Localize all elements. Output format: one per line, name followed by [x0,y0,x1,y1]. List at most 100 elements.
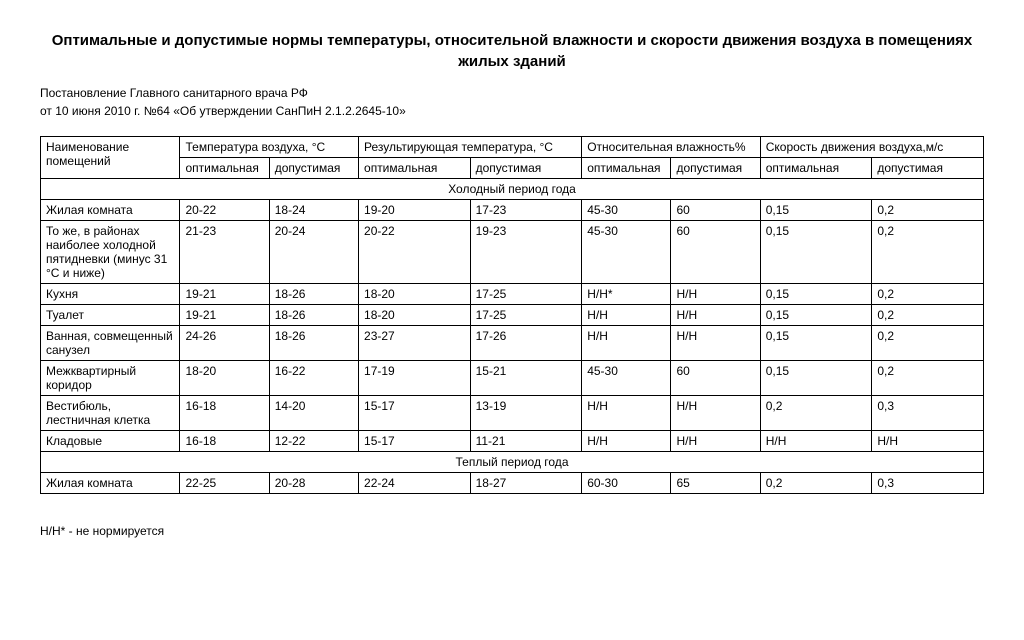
cell-r_dop: 17-25 [470,284,582,305]
table-row: Межквартирный коридор18-2016-2217-1915-2… [41,361,984,396]
cell-t_opt: 16-18 [180,431,269,452]
table-row: Вестибюль, лестничная клетка16-1814-2015… [41,396,984,431]
cell-h_opt: 60-30 [582,473,671,494]
cell-name: Вестибюль, лестничная клетка [41,396,180,431]
subhead-temp-opt: оптимальная [180,158,269,179]
cell-s_opt: 0,15 [760,200,872,221]
table-body: Холодный период годаЖилая комната20-2218… [41,179,984,494]
cell-h_dop: Н/Н [671,305,760,326]
cell-r_opt: 17-19 [359,361,471,396]
section-label: Холодный период года [41,179,984,200]
cell-h_dop: 60 [671,221,760,284]
table-row: Жилая комната20-2218-2419-2017-2345-3060… [41,200,984,221]
norms-table: Наименование помещений Температура возду… [40,136,984,494]
cell-name: Ванная, совмещенный санузел [41,326,180,361]
section-label: Теплый период года [41,452,984,473]
cell-r_dop: 18-27 [470,473,582,494]
cell-r_opt: 15-17 [359,396,471,431]
cell-name: Межквартирный коридор [41,361,180,396]
cell-s_dop: 0,2 [872,326,984,361]
cell-t_dop: 18-26 [269,305,358,326]
subhead-speed-dop: допустимая [872,158,984,179]
cell-s_dop: Н/Н [872,431,984,452]
cell-h_opt: 45-30 [582,361,671,396]
cell-t_dop: 20-28 [269,473,358,494]
cell-h_opt: Н/Н [582,305,671,326]
cell-h_dop: 60 [671,200,760,221]
cell-r_opt: 20-22 [359,221,471,284]
cell-t_opt: 21-23 [180,221,269,284]
cell-name: Кухня [41,284,180,305]
section-row: Теплый период года [41,452,984,473]
cell-s_dop: 0,2 [872,200,984,221]
footnote: Н/Н* - не нормируется [40,524,984,538]
cell-h_opt: Н/Н [582,396,671,431]
col-header-speed: Скорость движения воздуха,м/с [760,137,983,158]
subhead-humidity-dop: допустимая [671,158,760,179]
cell-r_opt: 19-20 [359,200,471,221]
section-row: Холодный период года [41,179,984,200]
col-header-result: Результирующая температура, °C [359,137,582,158]
cell-r_opt: 15-17 [359,431,471,452]
table-row: Туалет19-2118-2618-2017-25Н/НН/Н0,150,2 [41,305,984,326]
cell-t_opt: 20-22 [180,200,269,221]
cell-name: Жилая комната [41,200,180,221]
subhead-temp-dop: допустимая [269,158,358,179]
cell-r_opt: 22-24 [359,473,471,494]
cell-name: Кладовые [41,431,180,452]
cell-s_opt: Н/Н [760,431,872,452]
cell-r_dop: 17-23 [470,200,582,221]
cell-h_opt: Н/Н [582,431,671,452]
cell-t_opt: 18-20 [180,361,269,396]
subhead-result-opt: оптимальная [359,158,471,179]
cell-h_dop: 65 [671,473,760,494]
cell-r_dop: 11-21 [470,431,582,452]
cell-s_dop: 0,2 [872,221,984,284]
cell-r_dop: 17-25 [470,305,582,326]
cell-t_dop: 20-24 [269,221,358,284]
subhead-humidity-opt: оптимальная [582,158,671,179]
cell-h_dop: Н/Н [671,326,760,361]
cell-h_opt: Н/Н* [582,284,671,305]
cell-r_opt: 23-27 [359,326,471,361]
col-header-room: Наименование помещений [41,137,180,179]
cell-s_opt: 0,15 [760,284,872,305]
header-row-2: оптимальная допустимая оптимальная допус… [41,158,984,179]
col-header-humidity: Относительная влажность% [582,137,761,158]
cell-r_opt: 18-20 [359,305,471,326]
cell-h_dop: Н/Н [671,431,760,452]
cell-s_dop: 0,3 [872,473,984,494]
header-row-1: Наименование помещений Температура возду… [41,137,984,158]
cell-h_dop: 60 [671,361,760,396]
subhead-result-dop: допустимая [470,158,582,179]
cell-s_opt: 0,2 [760,473,872,494]
table-row: Кухня19-2118-2618-2017-25Н/Н*Н/Н0,150,2 [41,284,984,305]
cell-t_dop: 18-24 [269,200,358,221]
decree-line-1: Постановление Главного санитарного врача… [40,86,984,100]
cell-s_dop: 0,3 [872,396,984,431]
cell-t_opt: 19-21 [180,305,269,326]
cell-t_opt: 24-26 [180,326,269,361]
cell-t_opt: 22-25 [180,473,269,494]
cell-s_dop: 0,2 [872,284,984,305]
cell-r_dop: 13-19 [470,396,582,431]
cell-name: Туалет [41,305,180,326]
page-title: Оптимальные и допустимые нормы температу… [40,30,984,72]
table-row: Жилая комната22-2520-2822-2418-2760-3065… [41,473,984,494]
cell-s_dop: 0,2 [872,361,984,396]
cell-s_opt: 0,15 [760,221,872,284]
cell-r_opt: 18-20 [359,284,471,305]
cell-h_dop: Н/Н [671,396,760,431]
cell-s_opt: 0,2 [760,396,872,431]
cell-t_dop: 16-22 [269,361,358,396]
cell-r_dop: 17-26 [470,326,582,361]
cell-t_opt: 16-18 [180,396,269,431]
col-header-temp: Температура воздуха, °C [180,137,359,158]
cell-t_dop: 18-26 [269,284,358,305]
subhead-speed-opt: оптимальная [760,158,872,179]
cell-name: Жилая комната [41,473,180,494]
cell-r_dop: 19-23 [470,221,582,284]
cell-t_dop: 12-22 [269,431,358,452]
cell-s_opt: 0,15 [760,305,872,326]
cell-h_dop: Н/Н [671,284,760,305]
